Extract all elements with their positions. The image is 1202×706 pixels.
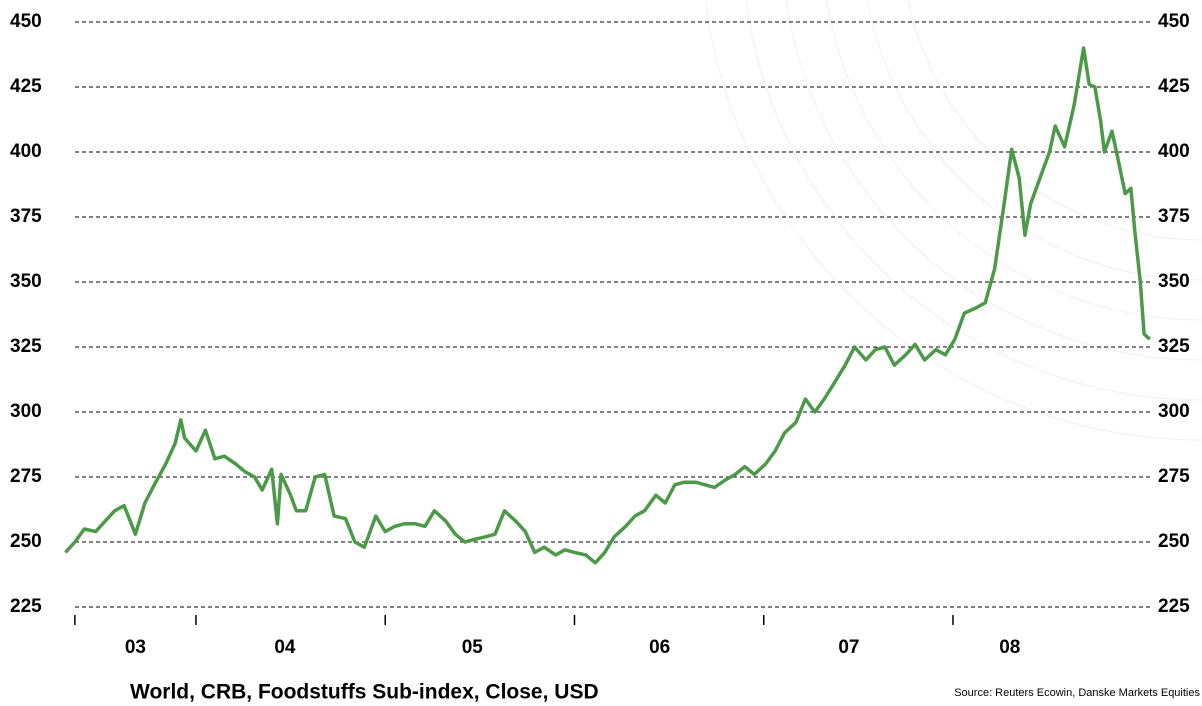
series-line	[64, 46, 1151, 565]
x-tick-label: 04	[274, 637, 296, 658]
source: Source: Reuters Ecowin, Danske Markets E…	[954, 687, 1200, 699]
y2-tick-label: 325	[1158, 336, 1190, 357]
y-tick-label: 325	[10, 336, 42, 357]
y-tick-label: 225	[10, 596, 42, 617]
y2-tick-label: 250	[1158, 531, 1190, 552]
background-arcs	[705, 0, 1202, 441]
chart-title: World, CRB, Foodstuffs Sub-index, Close,…	[130, 681, 599, 704]
y2-tick-label: 450	[1158, 11, 1190, 32]
y2-tick-label: 425	[1158, 76, 1190, 97]
x-tick-label: 06	[649, 637, 670, 658]
y2-tick-label: 275	[1158, 466, 1190, 487]
y2-tick-label: 400	[1158, 141, 1190, 162]
y-tick-label: 300	[10, 401, 42, 422]
x-tick-label: 03	[125, 637, 146, 658]
y2-tick-label: 225	[1158, 596, 1190, 617]
y2-tick-label: 350	[1158, 271, 1190, 292]
y-tick-label: 400	[10, 141, 42, 162]
y-tick-label: 425	[10, 76, 42, 97]
y-tick-label: 275	[10, 466, 42, 487]
x-tick-label: 05	[462, 637, 484, 658]
y2-tick-label: 300	[1158, 401, 1190, 422]
y2-tick-label: 375	[1158, 206, 1190, 227]
y-tick-label: 350	[10, 271, 42, 292]
y-tick-label: 450	[10, 11, 42, 32]
y-tick-label: 250	[10, 531, 42, 552]
x-tick-label: 07	[838, 637, 859, 658]
x-tick-label: 08	[999, 637, 1020, 658]
y-tick-label: 375	[10, 206, 42, 227]
